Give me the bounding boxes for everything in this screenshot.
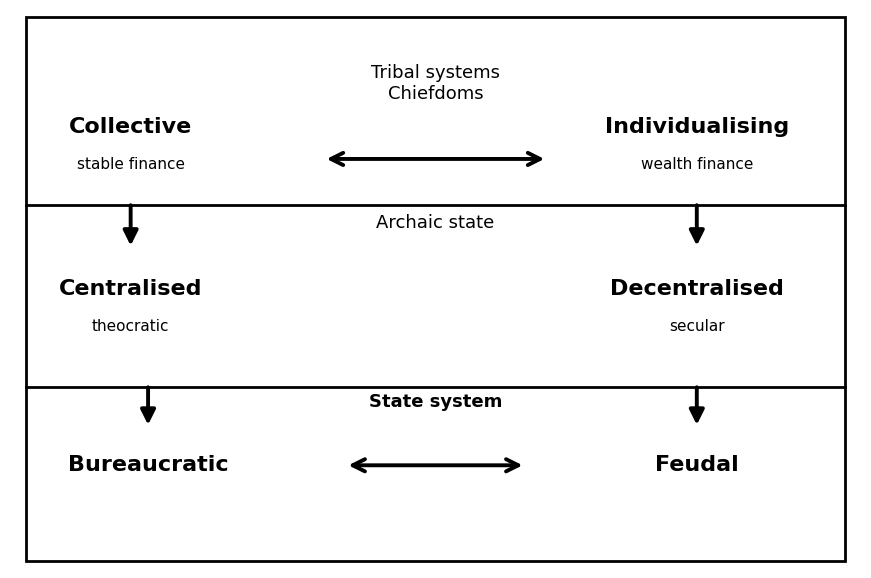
Text: Individualising: Individualising <box>604 117 789 137</box>
Text: Collective: Collective <box>69 117 192 137</box>
Text: Bureaucratic: Bureaucratic <box>68 455 228 475</box>
Text: wealth finance: wealth finance <box>640 157 753 172</box>
Text: State system: State system <box>368 392 503 411</box>
Text: secular: secular <box>669 319 725 334</box>
Text: Archaic state: Archaic state <box>376 213 495 232</box>
Text: stable finance: stable finance <box>77 157 185 172</box>
Text: theocratic: theocratic <box>92 319 169 334</box>
Text: Tribal systems
Chiefdoms: Tribal systems Chiefdoms <box>371 64 500 103</box>
Text: Centralised: Centralised <box>59 279 202 299</box>
Text: Decentralised: Decentralised <box>610 279 784 299</box>
Text: Feudal: Feudal <box>655 455 739 475</box>
